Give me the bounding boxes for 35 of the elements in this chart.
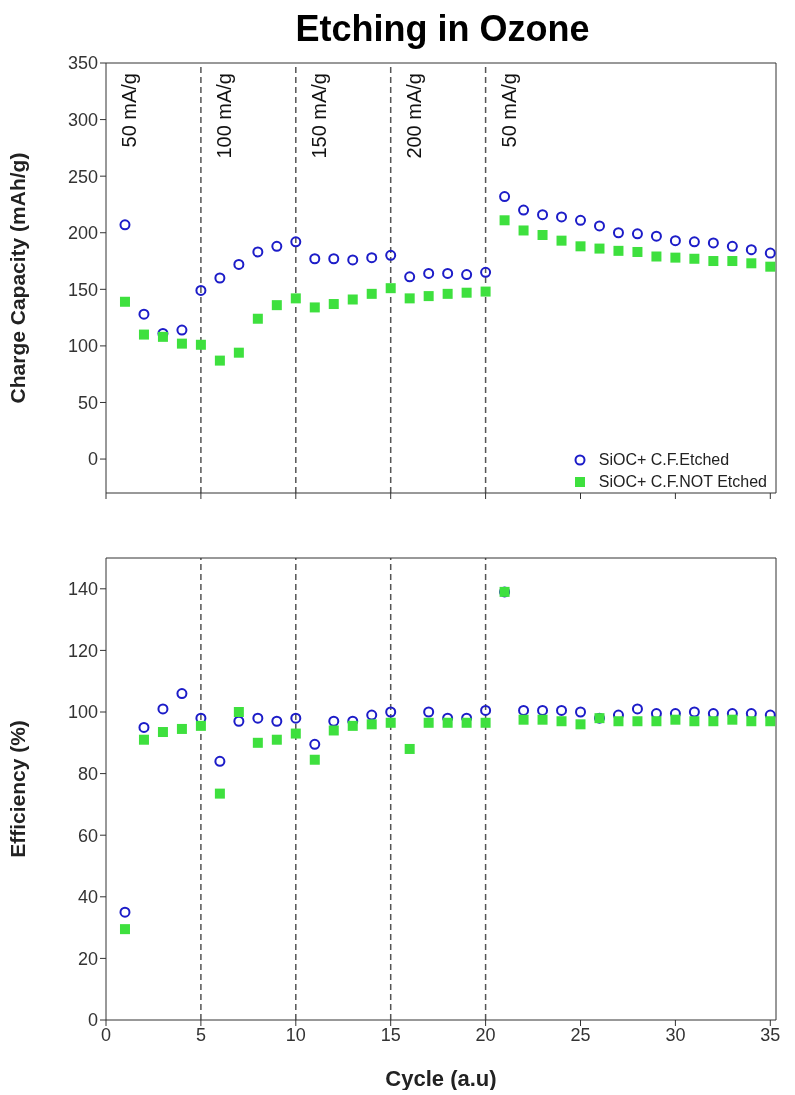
y-axis-title: Charge Capacity (mAh/g) [6, 152, 30, 404]
x-tick-label: 35 [760, 1024, 781, 1045]
y-tick-label: 100 [67, 702, 98, 723]
y-tick-label: 150 [67, 279, 98, 300]
y-tick-label: 50 [77, 392, 98, 413]
x-tick-label: 25 [570, 1024, 591, 1045]
y-tick-label: 20 [77, 948, 98, 969]
y-tick-label: 0 [87, 449, 98, 470]
ref-line-label: 100 mA/g [212, 73, 235, 159]
x-tick-label: 5 [195, 1024, 206, 1045]
annotation: 50 mA/g [118, 73, 140, 148]
x-tick-label: 20 [475, 1024, 496, 1045]
ref-line-label: 200 mA/g [402, 73, 425, 159]
y-tick-label: 60 [77, 825, 98, 846]
y-tick-label: 80 [77, 763, 98, 784]
x-tick-label: 30 [665, 1024, 686, 1045]
legend-label: SiOC+ C.F.NOT Etched [598, 473, 767, 491]
y-tick-label: 140 [67, 579, 98, 600]
y-tick-label: 200 [67, 223, 98, 244]
legend-label: SiOC+ C.F.Etched [598, 451, 730, 469]
x-tick-label: 0 [100, 1024, 112, 1045]
ref-line-label: 50 mA/g [497, 73, 520, 148]
y-tick-label: 350 [67, 53, 98, 74]
ref-line-label: 150 mA/g [307, 73, 330, 159]
y-tick-label: 100 [67, 336, 98, 357]
y-tick-label: 120 [67, 640, 98, 661]
y-tick-label: 300 [67, 109, 98, 130]
x-tick-label: 10 [285, 1024, 306, 1045]
y-tick-label: 40 [77, 887, 98, 908]
x-axis-title: Cycle (a.u) [385, 1066, 497, 1091]
y-tick-label: 250 [67, 166, 98, 187]
y-axis-title: Efficiency (%) [6, 720, 30, 858]
x-tick-label: 15 [380, 1024, 401, 1045]
chart-title: Etching in Ozone [294, 8, 591, 50]
y-tick-label: 0 [87, 1010, 98, 1031]
